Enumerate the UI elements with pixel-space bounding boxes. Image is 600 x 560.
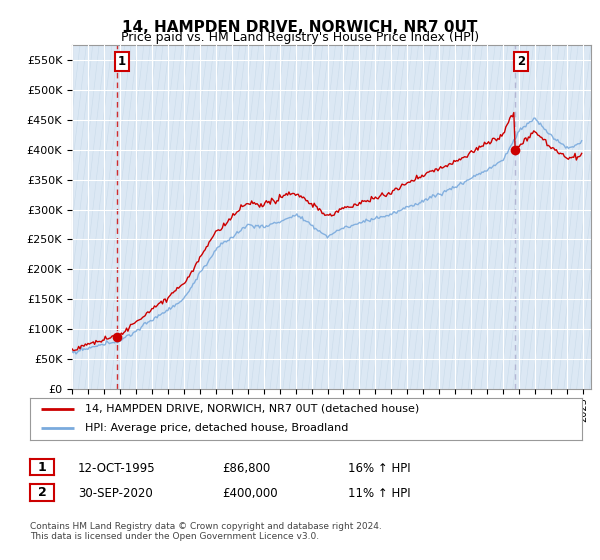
Text: 1: 1 — [118, 55, 126, 68]
Text: HPI: Average price, detached house, Broadland: HPI: Average price, detached house, Broa… — [85, 423, 349, 433]
Text: 14, HAMPDEN DRIVE, NORWICH, NR7 0UT: 14, HAMPDEN DRIVE, NORWICH, NR7 0UT — [122, 20, 478, 35]
Text: 2: 2 — [38, 486, 46, 499]
Text: 12-OCT-1995: 12-OCT-1995 — [78, 462, 155, 475]
Text: £400,000: £400,000 — [222, 487, 278, 501]
Text: 30-SEP-2020: 30-SEP-2020 — [78, 487, 153, 501]
Text: Contains HM Land Registry data © Crown copyright and database right 2024.
This d: Contains HM Land Registry data © Crown c… — [30, 522, 382, 542]
Text: £86,800: £86,800 — [222, 462, 270, 475]
Text: 1: 1 — [38, 460, 46, 474]
Text: 2: 2 — [517, 55, 525, 68]
Text: Price paid vs. HM Land Registry's House Price Index (HPI): Price paid vs. HM Land Registry's House … — [121, 31, 479, 44]
Text: 11% ↑ HPI: 11% ↑ HPI — [348, 487, 410, 501]
Text: 14, HAMPDEN DRIVE, NORWICH, NR7 0UT (detached house): 14, HAMPDEN DRIVE, NORWICH, NR7 0UT (det… — [85, 404, 419, 414]
Text: 16% ↑ HPI: 16% ↑ HPI — [348, 462, 410, 475]
